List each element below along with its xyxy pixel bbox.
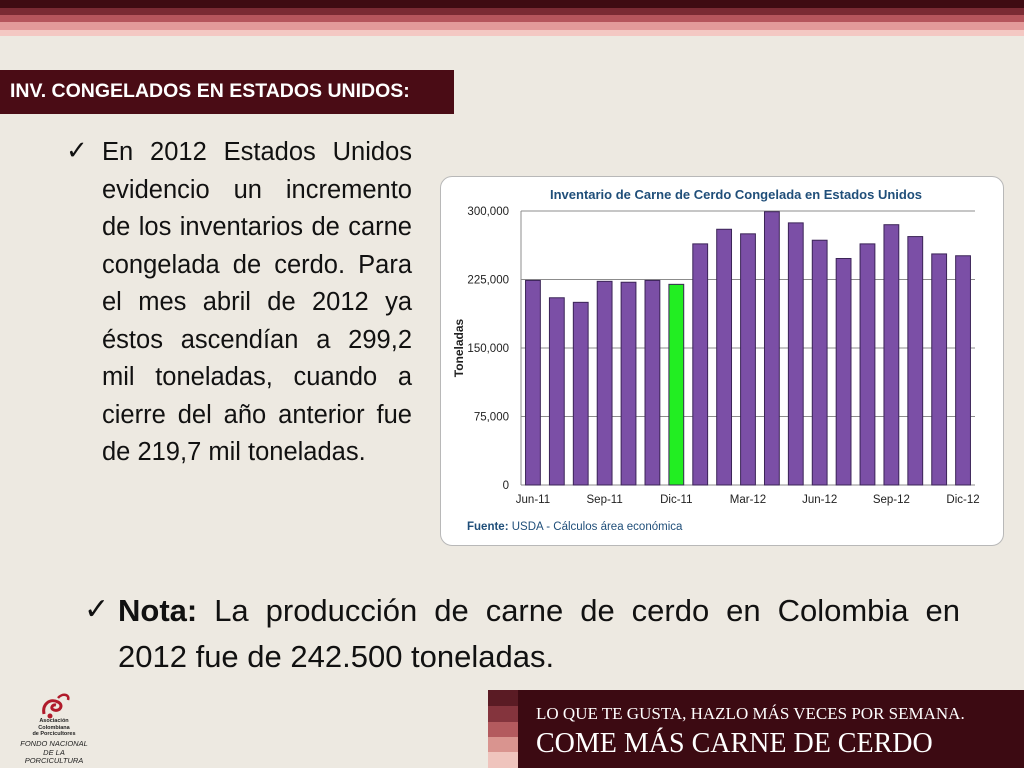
chart-source-label: Fuente: xyxy=(467,521,512,533)
x-tick-label: Dic-12 xyxy=(946,494,979,506)
bar-chart: Inventario de Carne de Cerdo Congelada e… xyxy=(452,187,980,533)
y-tick-label: 300,000 xyxy=(467,206,509,218)
logo-line-2: Colombiana xyxy=(38,724,70,731)
bar xyxy=(859,243,876,486)
x-tick-label: Dic-11 xyxy=(660,494,692,506)
top-stripe-light xyxy=(0,30,1024,36)
note-checkmark-icon: ✓ xyxy=(84,592,110,627)
bullet-text: En 2012 Estados Unidos evidencio un incr… xyxy=(102,138,412,466)
bar xyxy=(811,239,828,486)
banner-stripe-4 xyxy=(488,737,518,752)
bar xyxy=(716,228,733,486)
note-label: Nota: xyxy=(118,593,198,628)
x-tick-label: Jun-12 xyxy=(802,494,837,506)
bar xyxy=(763,211,780,486)
banner-stripe-1 xyxy=(488,690,518,706)
bar xyxy=(740,233,756,486)
note-text: Nota: La producción de carne de cerdo en… xyxy=(118,588,960,680)
top-stripe-rose xyxy=(0,15,1024,22)
note-body: La producción de carne de cerdo en Colom… xyxy=(118,593,960,674)
y-axis-label: Toneladas xyxy=(452,318,466,377)
bar xyxy=(596,280,613,486)
banner-stripe-5 xyxy=(488,752,518,768)
chart-source-text: USDA - Cálculos área económica xyxy=(512,521,683,533)
bar xyxy=(620,281,637,486)
x-tick-label: Jun-11 xyxy=(516,494,550,506)
bar xyxy=(835,257,852,486)
x-tick-label: Mar-12 xyxy=(730,494,766,506)
logo-line-4: FONDO NACIONAL xyxy=(20,739,88,748)
y-tick-label: 0 xyxy=(503,480,509,492)
top-stripe-dark xyxy=(0,0,1024,8)
association-logo: Asociación Colombiana de Porcicultores F… xyxy=(14,690,94,765)
logo-line-1: Asociación xyxy=(39,718,69,724)
pig-logo-icon xyxy=(42,693,70,719)
logo-line-3: de Porcicultores xyxy=(32,731,76,737)
bar xyxy=(883,224,900,486)
chart-title: Inventario de Carne de Cerdo Congelada e… xyxy=(550,187,922,202)
slide-title-box: INV. CONGELADOS EN ESTADOS UNIDOS: xyxy=(0,70,454,114)
bar xyxy=(931,253,948,486)
bar xyxy=(692,243,709,486)
y-tick-label: 75,000 xyxy=(474,412,509,424)
banner-slogan-large: COME MÁS CARNE DE CERDO xyxy=(536,728,933,759)
x-tick-label: Sep-12 xyxy=(873,494,910,506)
x-tick-label: Sep-11 xyxy=(587,494,623,506)
top-stripe-maroon xyxy=(0,8,1024,15)
bar xyxy=(907,236,924,486)
chart-source: Fuente: USDA - Cálculos área económica xyxy=(467,521,683,533)
checkmark-icon: ✓ xyxy=(66,136,88,166)
bar xyxy=(548,297,565,486)
banner-stripe-2 xyxy=(488,706,518,722)
bar xyxy=(525,279,541,486)
y-tick-label: 150,000 xyxy=(467,343,509,355)
chart-container: Inventario de Carne de Cerdo Congelada e… xyxy=(440,176,1004,546)
banner-stripe-3 xyxy=(488,722,518,737)
slide-title: INV. CONGELADOS EN ESTADOS UNIDOS: xyxy=(10,80,410,102)
logo-line-5: DE LA PORCICULTURA xyxy=(24,747,84,765)
y-tick-label: 225,000 xyxy=(467,275,509,287)
bar xyxy=(572,301,589,486)
slogan-banner: LO QUE TE GUSTA, HAZLO MÁS VECES POR SEM… xyxy=(488,690,1024,768)
banner-slogan-small: LO QUE TE GUSTA, HAZLO MÁS VECES POR SEM… xyxy=(536,704,965,723)
bar xyxy=(955,255,971,486)
bar xyxy=(787,222,804,486)
bar xyxy=(644,279,661,486)
top-stripe-pink xyxy=(0,22,1024,30)
bar xyxy=(668,283,685,486)
